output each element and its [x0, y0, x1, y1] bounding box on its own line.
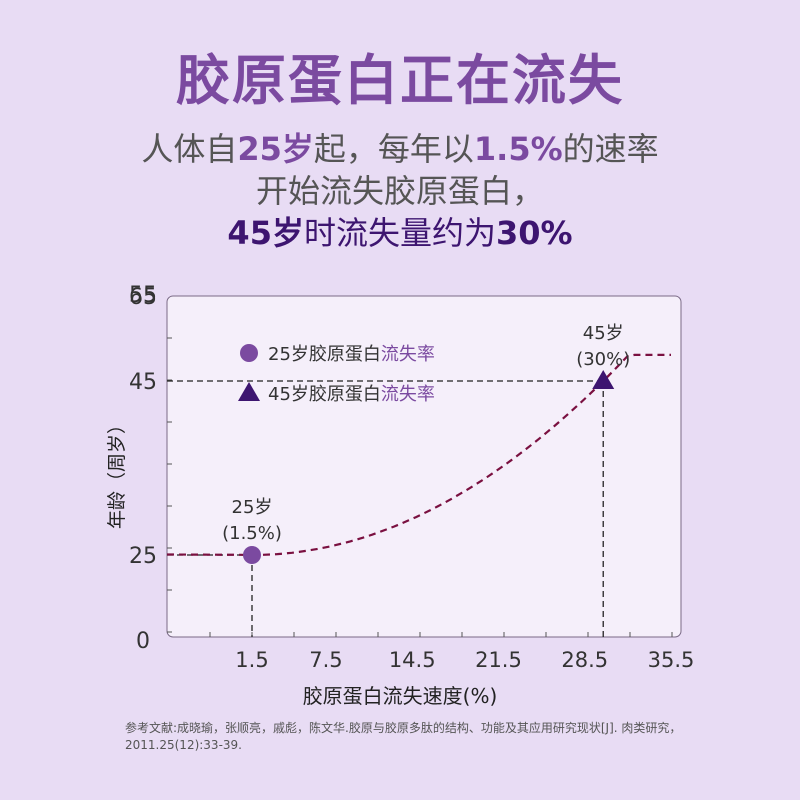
x-tick-label: 28.5 — [561, 648, 608, 672]
subtitle-line-1: 人体自25岁起，每年以1.5%的速率 — [0, 128, 800, 170]
point-marker-circle — [243, 546, 261, 564]
subtitle-text: 起，每年以 — [313, 130, 474, 168]
point-label-age: 45岁 — [583, 323, 624, 344]
subtitle: 人体自25岁起，每年以1.5%的速率 开始流失胶原蛋白， 45岁时流失量约为30… — [0, 128, 800, 254]
x-axis-label: 胶原蛋白流失速度(%) — [303, 684, 498, 708]
x-tick-label: 35.5 — [648, 648, 695, 672]
subtitle-text: 的速率 — [562, 130, 659, 168]
subtitle-text: 时流失量约为 — [303, 214, 496, 252]
point-marker-triangle — [592, 370, 615, 389]
subtitle-line-3: 45岁时流失量约为30% — [0, 212, 800, 254]
subtitle-highlight-rate: 1.5% — [473, 130, 563, 168]
subtitle-highlight-age: 25岁 — [237, 130, 314, 168]
subtitle-line-2: 开始流失胶原蛋白， — [255, 172, 544, 210]
legend-marker-circle — [240, 344, 258, 362]
x-tick-label: 21.5 — [475, 648, 522, 672]
subtitle-highlight-amount: 30% — [495, 214, 573, 252]
x-tick-label: 7.5 — [309, 648, 342, 672]
legend-label: 45岁胶原蛋白流失率 — [268, 384, 435, 405]
subtitle-highlight-age: 45岁 — [227, 214, 304, 252]
subtitle-text: 人体自 — [141, 130, 238, 168]
y-tick-label: 25 — [129, 544, 157, 569]
point-label-age: 25岁 — [232, 497, 273, 518]
x-tick-label: 1.5 — [235, 648, 268, 672]
point-label-rate: (30%) — [576, 349, 630, 370]
y-tick-label: 65 — [129, 285, 157, 310]
legend-label: 25岁胶原蛋白流失率 — [268, 344, 435, 365]
page-title: 胶原蛋白正在流失 — [176, 49, 624, 112]
y-tick-label: 0 — [136, 629, 150, 654]
y-tick-label: 45 — [129, 370, 157, 395]
legend-marker-triangle — [238, 382, 260, 401]
x-tick-label: 14.5 — [389, 648, 436, 672]
reference-citation: 参考文献:成晓瑜，张顺亮，戚彪，陈文华.胶原与胶原多肽的结构、功能及其应用研究现… — [125, 721, 682, 752]
y-axis-label: 年龄（周岁） — [106, 415, 128, 529]
legend: 25岁胶原蛋白流失率 45岁胶原蛋白流失率 — [238, 344, 435, 405]
y-tick-label: 55 — [129, 283, 157, 308]
point-label-rate: (1.5%) — [222, 523, 282, 544]
